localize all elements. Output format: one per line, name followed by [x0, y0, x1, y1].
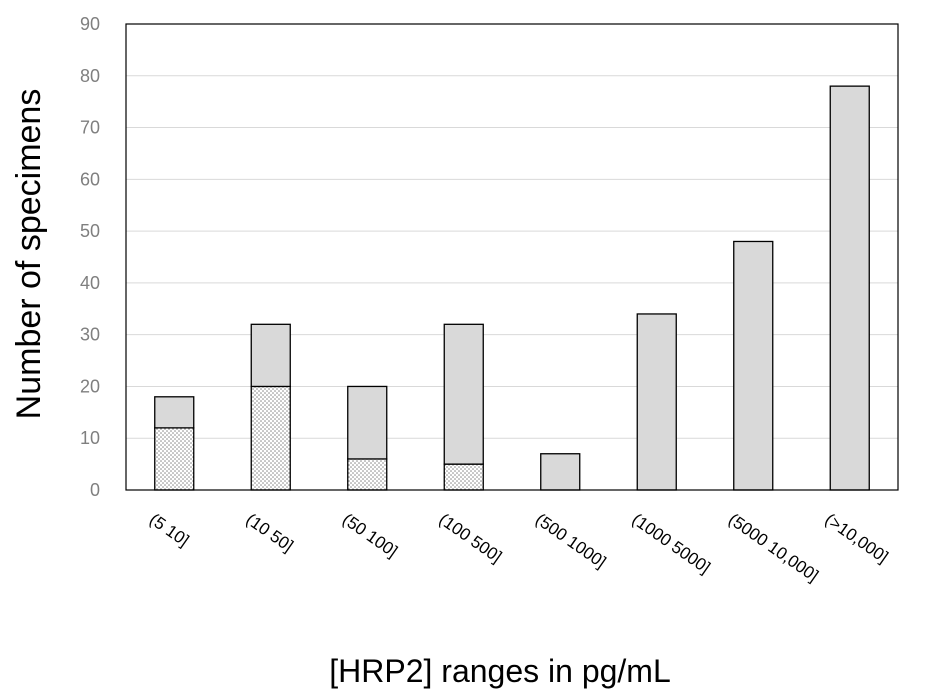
x-axis-title: [HRP2] ranges in pg/mL — [329, 653, 671, 689]
x-tick-label: (500 1000] — [532, 510, 609, 572]
y-tick-label: 50 — [80, 221, 100, 241]
bar-segment-gray — [154, 396, 195, 429]
bar-segment-gray — [347, 385, 388, 460]
bar-segment-gray — [636, 313, 677, 491]
y-tick-labels: 0 10 20 30 40 50 60 70 80 90 — [80, 14, 100, 500]
bar-segment-gray — [250, 323, 291, 388]
bar-segment-gray — [540, 453, 581, 491]
bar-segment-dotted — [250, 385, 291, 491]
y-tick-label: 0 — [90, 480, 100, 500]
plot-frame — [125, 23, 899, 491]
bars — [154, 85, 870, 491]
x-tick-label: (>10,000] — [821, 510, 891, 567]
y-tick-label: 90 — [80, 14, 100, 34]
bar-segment-dotted — [443, 463, 484, 491]
y-tick-label: 60 — [80, 169, 100, 189]
y-tick-label: 80 — [80, 66, 100, 86]
y-tick-label: 40 — [80, 273, 100, 293]
x-tick-label: (1000 5000] — [628, 510, 713, 578]
y-tick-label: 20 — [80, 376, 100, 396]
y-tick-label: 10 — [80, 428, 100, 448]
bar-segment-gray — [443, 323, 484, 465]
y-tick-label: 70 — [80, 118, 100, 138]
plot-border — [125, 23, 899, 491]
x-tick-label: (50 100] — [339, 510, 401, 561]
y-tick-label: 30 — [80, 325, 100, 345]
x-tick-label: (100 500] — [435, 510, 505, 567]
x-tick-label: (10 50] — [242, 510, 296, 556]
gridlines — [126, 75, 898, 439]
y-axis-title: Number of specimens — [10, 89, 48, 420]
x-tick-label: (5000 10,000] — [725, 510, 822, 586]
x-tick-labels: (5 10] (10 50] (50 100] (100 500] (500 1000]… — [146, 510, 892, 586]
bar-segment-dotted — [154, 427, 195, 491]
bar-segment-dotted — [347, 458, 388, 491]
bar-segment-gray — [733, 240, 774, 491]
bar-segment-gray — [829, 85, 870, 491]
x-tick-label: (5 10] — [146, 510, 193, 551]
